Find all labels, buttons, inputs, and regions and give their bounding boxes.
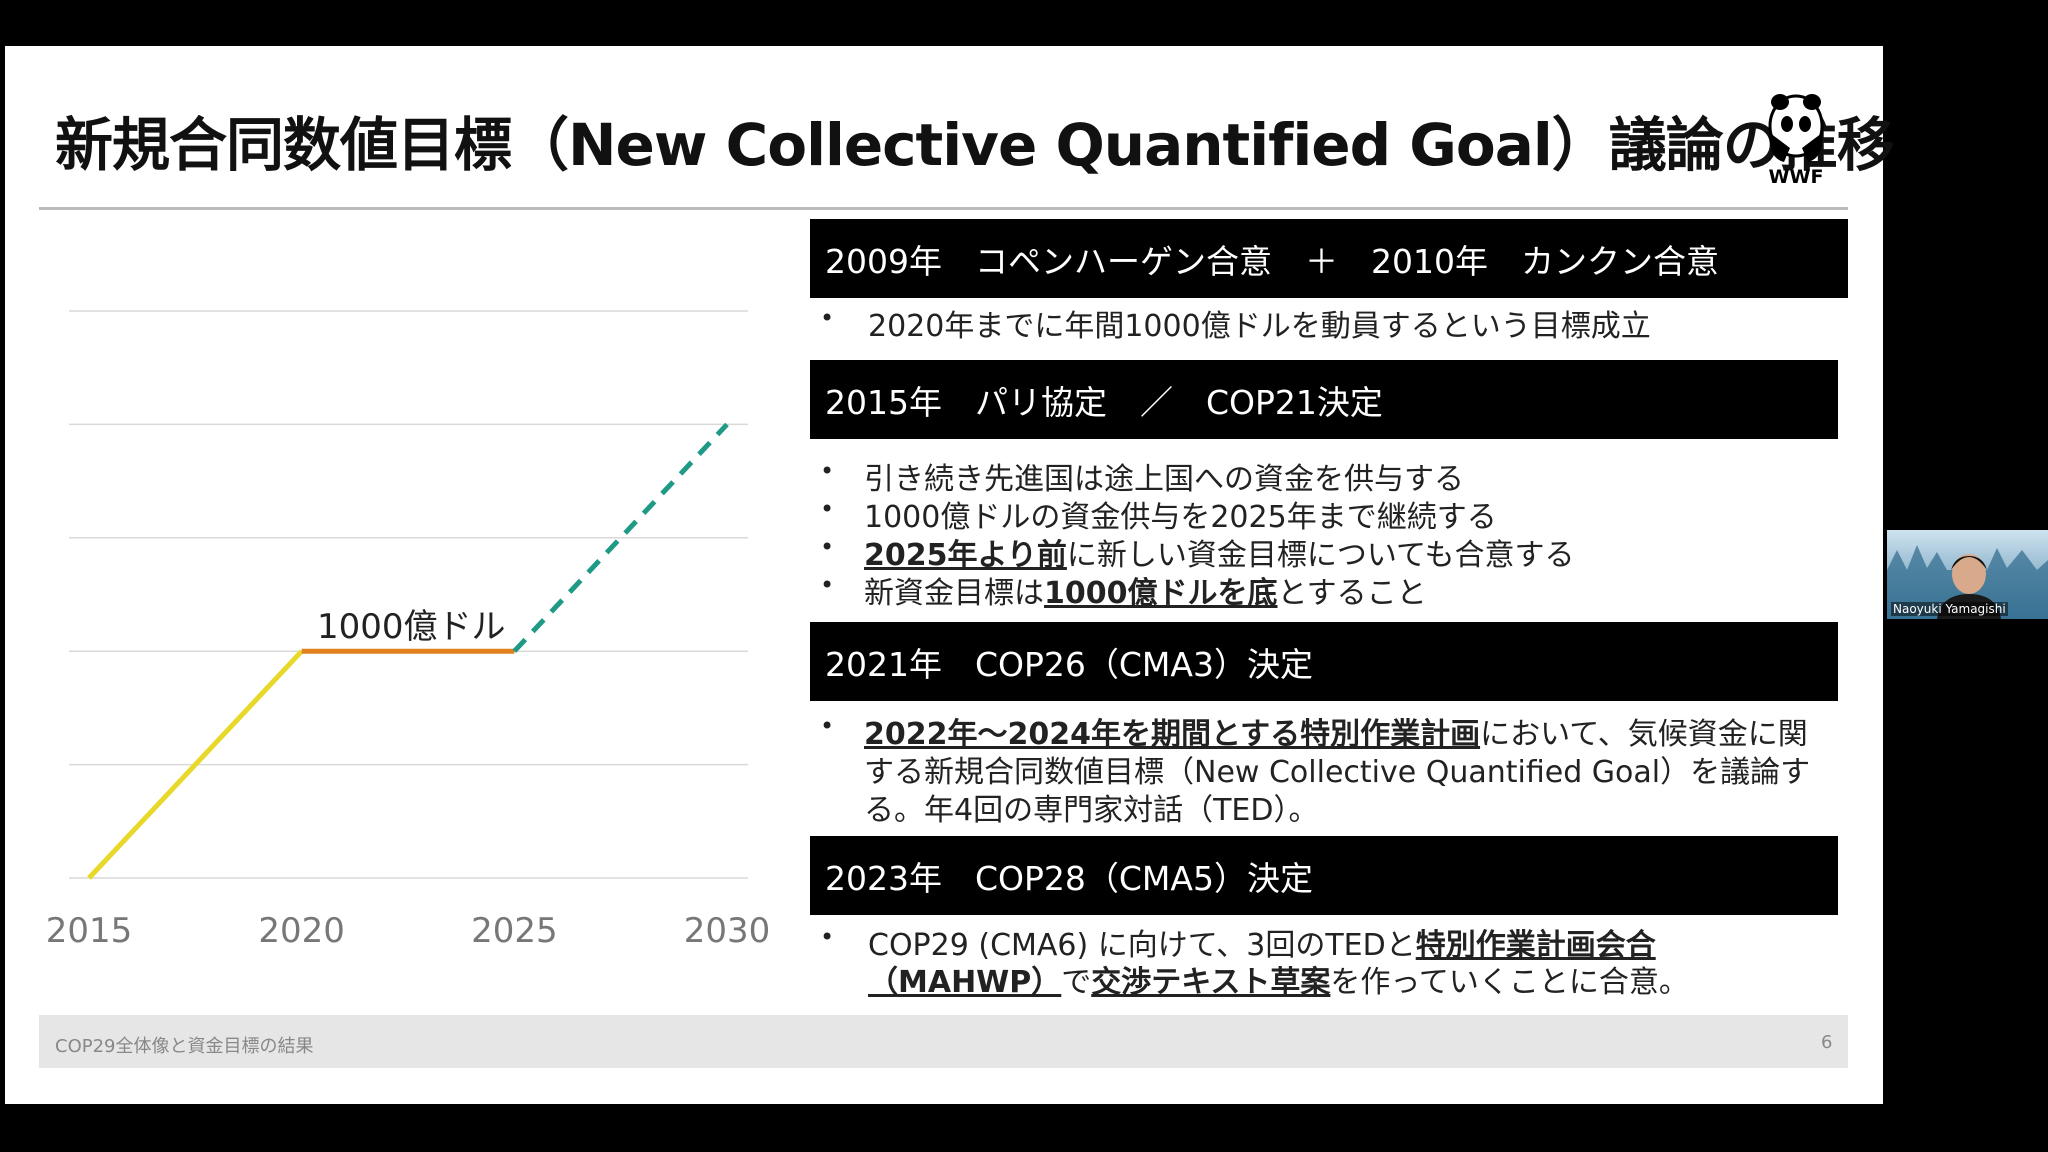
x-tick-label: 2020 — [258, 911, 345, 951]
bullet-dot: • — [820, 923, 835, 951]
section-header: 2023年 COP28（CMA5）決定 — [810, 836, 1838, 915]
footer-text: COP29全体像と資金目標の結果 — [55, 1036, 314, 1057]
text-run: に新しい資金目標についても合意する — [1066, 538, 1575, 573]
text-run: 引き続き先進国は途上国への資金を供与する — [864, 462, 1464, 497]
text-run: する新規合同数値目標（New Collective Quantified Goa… — [864, 755, 1811, 790]
bullet-line: 2020年までに年間1000億ドルを動員するという目標成立 — [868, 301, 1651, 345]
bullet-dot: • — [820, 712, 835, 740]
emphasis-text: 1000億ドルを底 — [1044, 576, 1278, 611]
bullet-dot: • — [820, 304, 835, 332]
x-tick-label: 2030 — [684, 911, 771, 951]
x-tick-label: 2025 — [471, 911, 558, 951]
text-run: COP29 (CMA6) に向けて、3回のTEDと — [868, 928, 1416, 963]
logo-text: WWF — [1769, 166, 1824, 188]
text-run: において、気候資金に関 — [1480, 717, 1808, 752]
emphasis-text: 特別作業計画会合 — [1415, 928, 1656, 963]
slide-title: 新規合同数値目標（New Collective Quantified Goal）… — [55, 111, 1895, 179]
text-run: 2020年までに年間1000億ドルを動員するという目標成立 — [868, 309, 1651, 344]
bullet-line: る。年4回の専門家対話（TED）。 — [864, 785, 1318, 829]
text-run: る。年4回の専門家対話（TED）。 — [864, 793, 1319, 828]
emphasis-text: 2025年より前 — [864, 538, 1067, 573]
bullet-dot: • — [820, 495, 835, 523]
bullet-dot: • — [820, 533, 835, 561]
bullet-line: 2022年～2024年を期間とする特別作業計画において、気候資金に関 — [864, 709, 1808, 753]
bullet-line: 1000億ドルの資金供与を2025年まで継続する — [864, 492, 1497, 536]
footer-bar — [39, 1015, 1848, 1068]
section-header: 2015年 パリ協定 ／ COP21決定 — [810, 360, 1838, 439]
section-header: 2009年 コペンハーゲン合意 ＋ 2010年 カンクン合意 — [810, 219, 1848, 298]
text-run: 1000億ドルの資金供与を2025年まで継続する — [864, 500, 1497, 535]
bullet-line: COP29 (CMA6) に向けて、3回のTEDと特別作業計画会合 — [868, 920, 1656, 964]
bullet-dot: • — [820, 457, 835, 485]
page-number: 6 — [1821, 1032, 1833, 1053]
logo: WWF — [1768, 94, 1824, 188]
bullet-line: する新規合同数値目標（New Collective Quantified Goa… — [864, 747, 1810, 791]
annotation: 1000億ドル — [317, 607, 506, 647]
bullet-dot: • — [820, 571, 835, 599]
emphasis-text: 交渉テキスト草案 — [1091, 965, 1331, 1000]
x-tick-label: 2015 — [46, 911, 133, 951]
emphasis-text: 2022年～2024年を期間とする特別作業計画 — [864, 717, 1481, 752]
bullet-line: 引き続き先進国は途上国への資金を供与する — [864, 454, 1464, 498]
video-tile: Naoyuki Yamagishi — [1887, 530, 2048, 619]
text-run: 新資金目標は — [864, 576, 1044, 611]
participant-name: Naoyuki Yamagishi — [1891, 602, 2008, 616]
section-header: 2021年 COP26（CMA3）決定 — [810, 622, 1838, 701]
text-run: で — [1061, 965, 1092, 1000]
text-run: とすること — [1277, 576, 1427, 611]
bullet-line: （MAHWP）で交渉テキスト草案を作っていくことに合意。 — [868, 957, 1689, 1001]
bullet-line: 2025年より前に新しい資金目標についても合意する — [864, 530, 1575, 574]
line-segment — [87, 649, 304, 880]
emphasis-text: （MAHWP） — [868, 965, 1062, 1000]
bullet-line: 新資金目標は1000億ドルを底とすること — [864, 568, 1427, 612]
title-rule — [39, 207, 1848, 210]
chart: 2015 2020 2025 2030 1000億ドル — [46, 310, 771, 951]
text-run: を作っていくことに合意。 — [1330, 965, 1689, 1000]
